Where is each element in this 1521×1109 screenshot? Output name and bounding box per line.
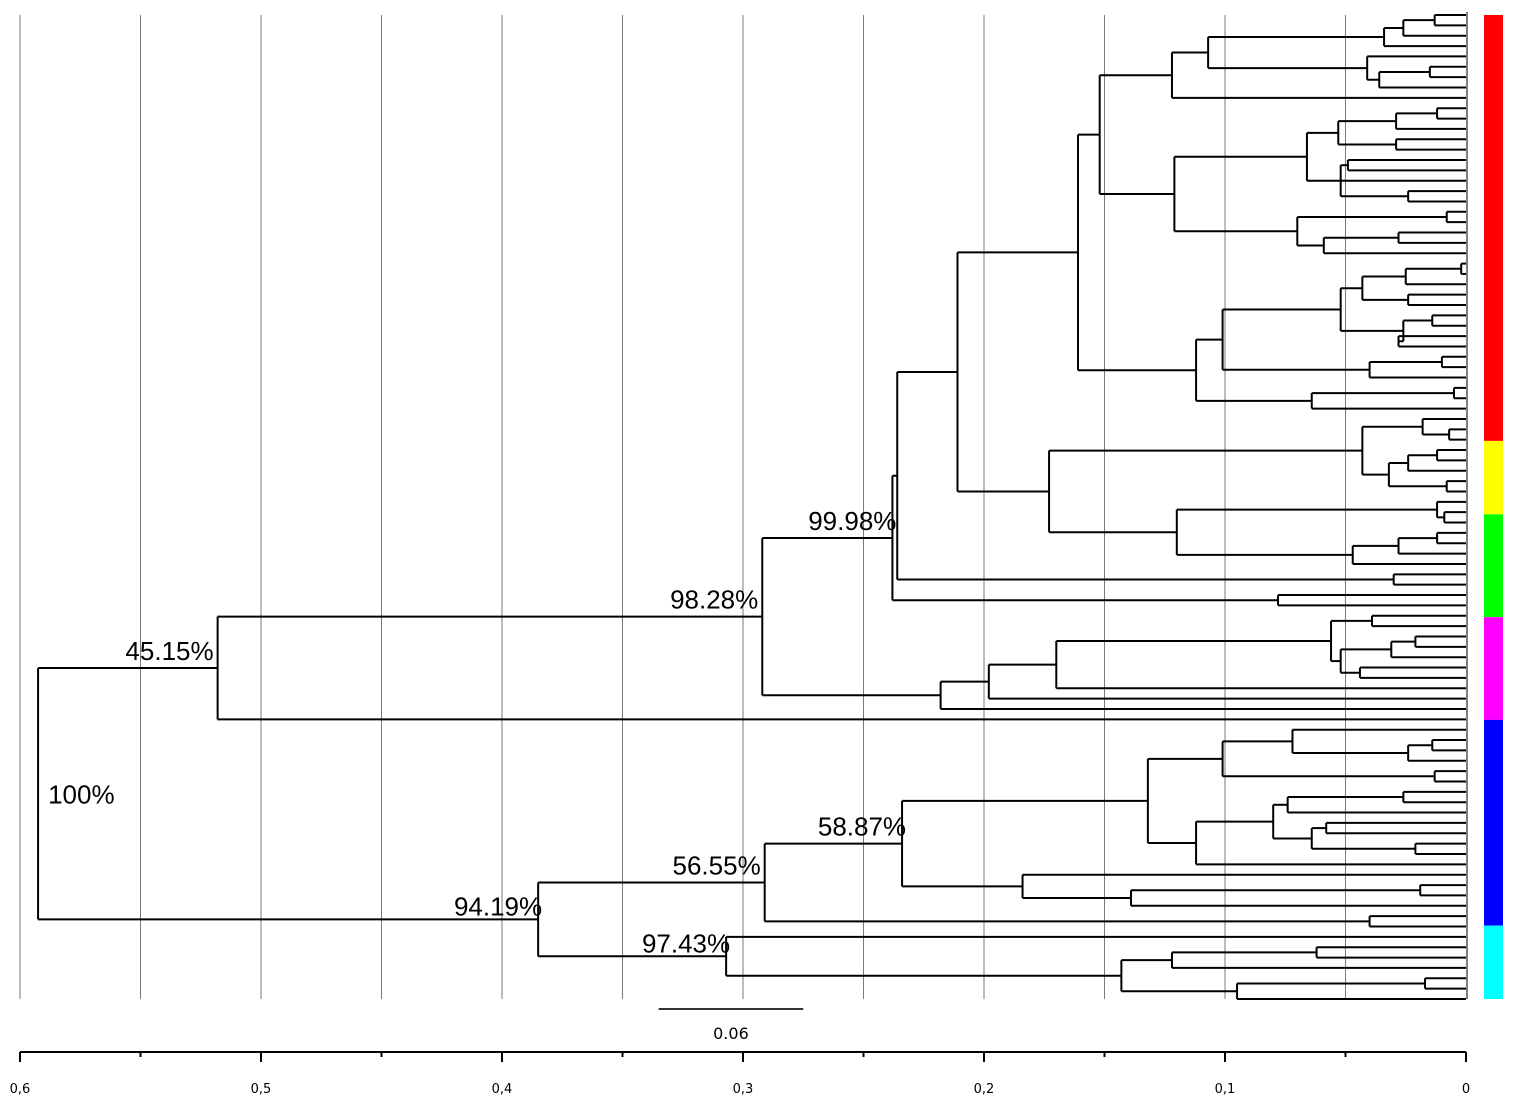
support-label: 100% <box>48 780 115 810</box>
dendrogram-branches <box>37 14 1466 1000</box>
support-label: 97.43% <box>642 928 730 958</box>
scale-bar: 0.06 <box>658 1008 804 1043</box>
x-axis-tick-label: 0 <box>1462 1082 1470 1097</box>
group-bar-magenta <box>1484 617 1503 720</box>
group-color-bar <box>1484 15 1503 999</box>
group-bar-green <box>1484 514 1503 618</box>
x-axis-tick-label: 0,6 <box>10 1082 31 1097</box>
support-labels: 100% 45.15% 98.28% 99.98% 94.19% 56.55% 58.87%… <box>48 506 906 958</box>
support-label: 94.19% <box>454 891 542 921</box>
support-label: 98.28% <box>670 585 758 615</box>
gridlines <box>19 15 1346 999</box>
group-bar-yellow <box>1484 440 1503 515</box>
x-axis: 0,6 0,5 0,4 0,3 0,2 0,1 0 <box>10 1051 1470 1097</box>
support-label: 99.98% <box>808 506 896 536</box>
support-label: 58.87% <box>818 812 906 842</box>
group-bar-red <box>1484 15 1503 441</box>
support-label: 56.55% <box>673 850 761 880</box>
group-bar-blue <box>1484 719 1503 926</box>
scale-bar-label: 0.06 <box>713 1024 749 1043</box>
x-axis-tick-label: 0,2 <box>974 1082 995 1097</box>
x-axis-tick-label: 0,5 <box>251 1082 272 1097</box>
x-axis-tick-label: 0,4 <box>492 1082 513 1097</box>
group-bar-cyan <box>1484 925 1503 999</box>
x-axis-tick-label: 0,1 <box>1215 1082 1236 1097</box>
support-label: 45.15% <box>125 636 213 666</box>
x-axis-tick-label: 0,3 <box>733 1082 754 1097</box>
